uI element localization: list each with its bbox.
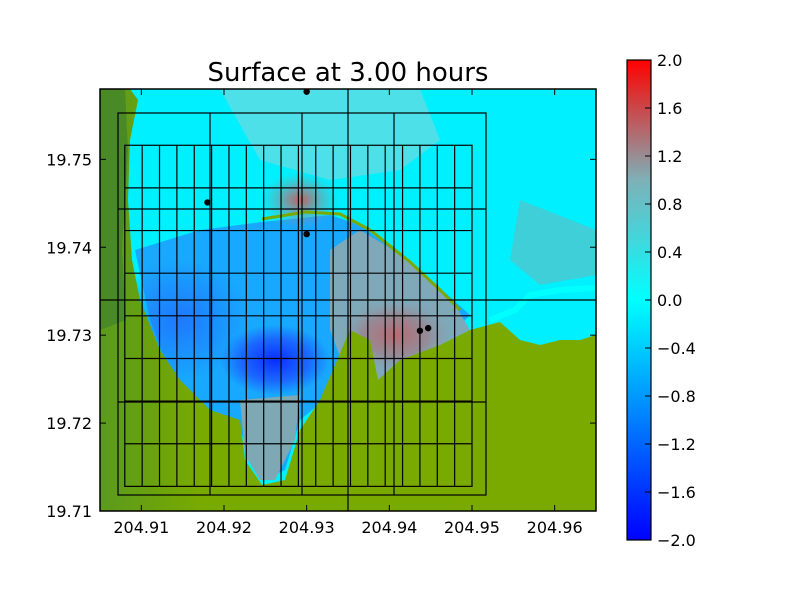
x-tick-label: 204.96 xyxy=(527,518,583,537)
gauge-markers xyxy=(204,88,432,334)
y-axis: 19.71 19.72 19.73 19.74 19.75 xyxy=(46,150,596,521)
x-axis: 204.91 204.92 204.93 204.94 204.95 204.96 xyxy=(113,89,583,537)
gauge-point xyxy=(424,324,432,332)
chart-title: Surface at 3.00 hours xyxy=(208,58,489,88)
colorbar-tick-label: −0.4 xyxy=(657,339,696,358)
colorbar-tick-label: −0.8 xyxy=(657,387,696,406)
colorbar-tick-label: −1.2 xyxy=(657,435,696,454)
x-tick-label: 204.94 xyxy=(361,518,417,537)
gauge-point xyxy=(204,199,211,206)
colorbar-tick-label: 0.8 xyxy=(657,195,682,214)
x-tick-label: 204.93 xyxy=(279,518,335,537)
colorbar-tick-label: 1.2 xyxy=(657,147,682,166)
ocean-east-shade xyxy=(510,200,596,285)
y-tick-label: 19.73 xyxy=(46,326,92,345)
x-tick-label: 204.95 xyxy=(444,518,500,537)
axes-frame xyxy=(99,88,597,512)
colorbar-tick-label: 1.6 xyxy=(657,99,682,118)
gauge-point xyxy=(303,230,310,238)
colorbar-tick-label: −2.0 xyxy=(657,531,696,550)
surge-hump-north xyxy=(260,172,340,228)
amr-grid xyxy=(100,89,596,511)
south-inlet xyxy=(240,395,300,480)
colorbar-tick-label: 0.0 xyxy=(657,291,682,310)
bay-deep-south xyxy=(220,325,330,395)
colorbar-tick-label: 0.4 xyxy=(657,243,682,262)
colorbar-ticks: 2.0 1.6 1.2 0.8 0.4 0.0 −0.4 −0.8 −1.2 −1.6 −2.0 xyxy=(645,51,696,550)
land-west-dark xyxy=(100,89,128,330)
east-shoreline xyxy=(488,285,596,323)
y-tick-label: 19.71 xyxy=(46,502,92,521)
x-tick-label: 204.91 xyxy=(113,518,169,537)
y-tick-label: 19.75 xyxy=(46,150,92,169)
amr-coarse-lines xyxy=(118,113,486,495)
colorbar-tick-label: 2.0 xyxy=(657,51,682,70)
colorbar-tick-label: −1.6 xyxy=(657,483,696,502)
y-tick-label: 19.72 xyxy=(46,414,92,433)
x-tick-label: 204.92 xyxy=(196,518,252,537)
y-tick-label: 19.74 xyxy=(46,238,92,257)
amr-fine-grid xyxy=(124,144,473,487)
gauge-point xyxy=(416,327,424,334)
